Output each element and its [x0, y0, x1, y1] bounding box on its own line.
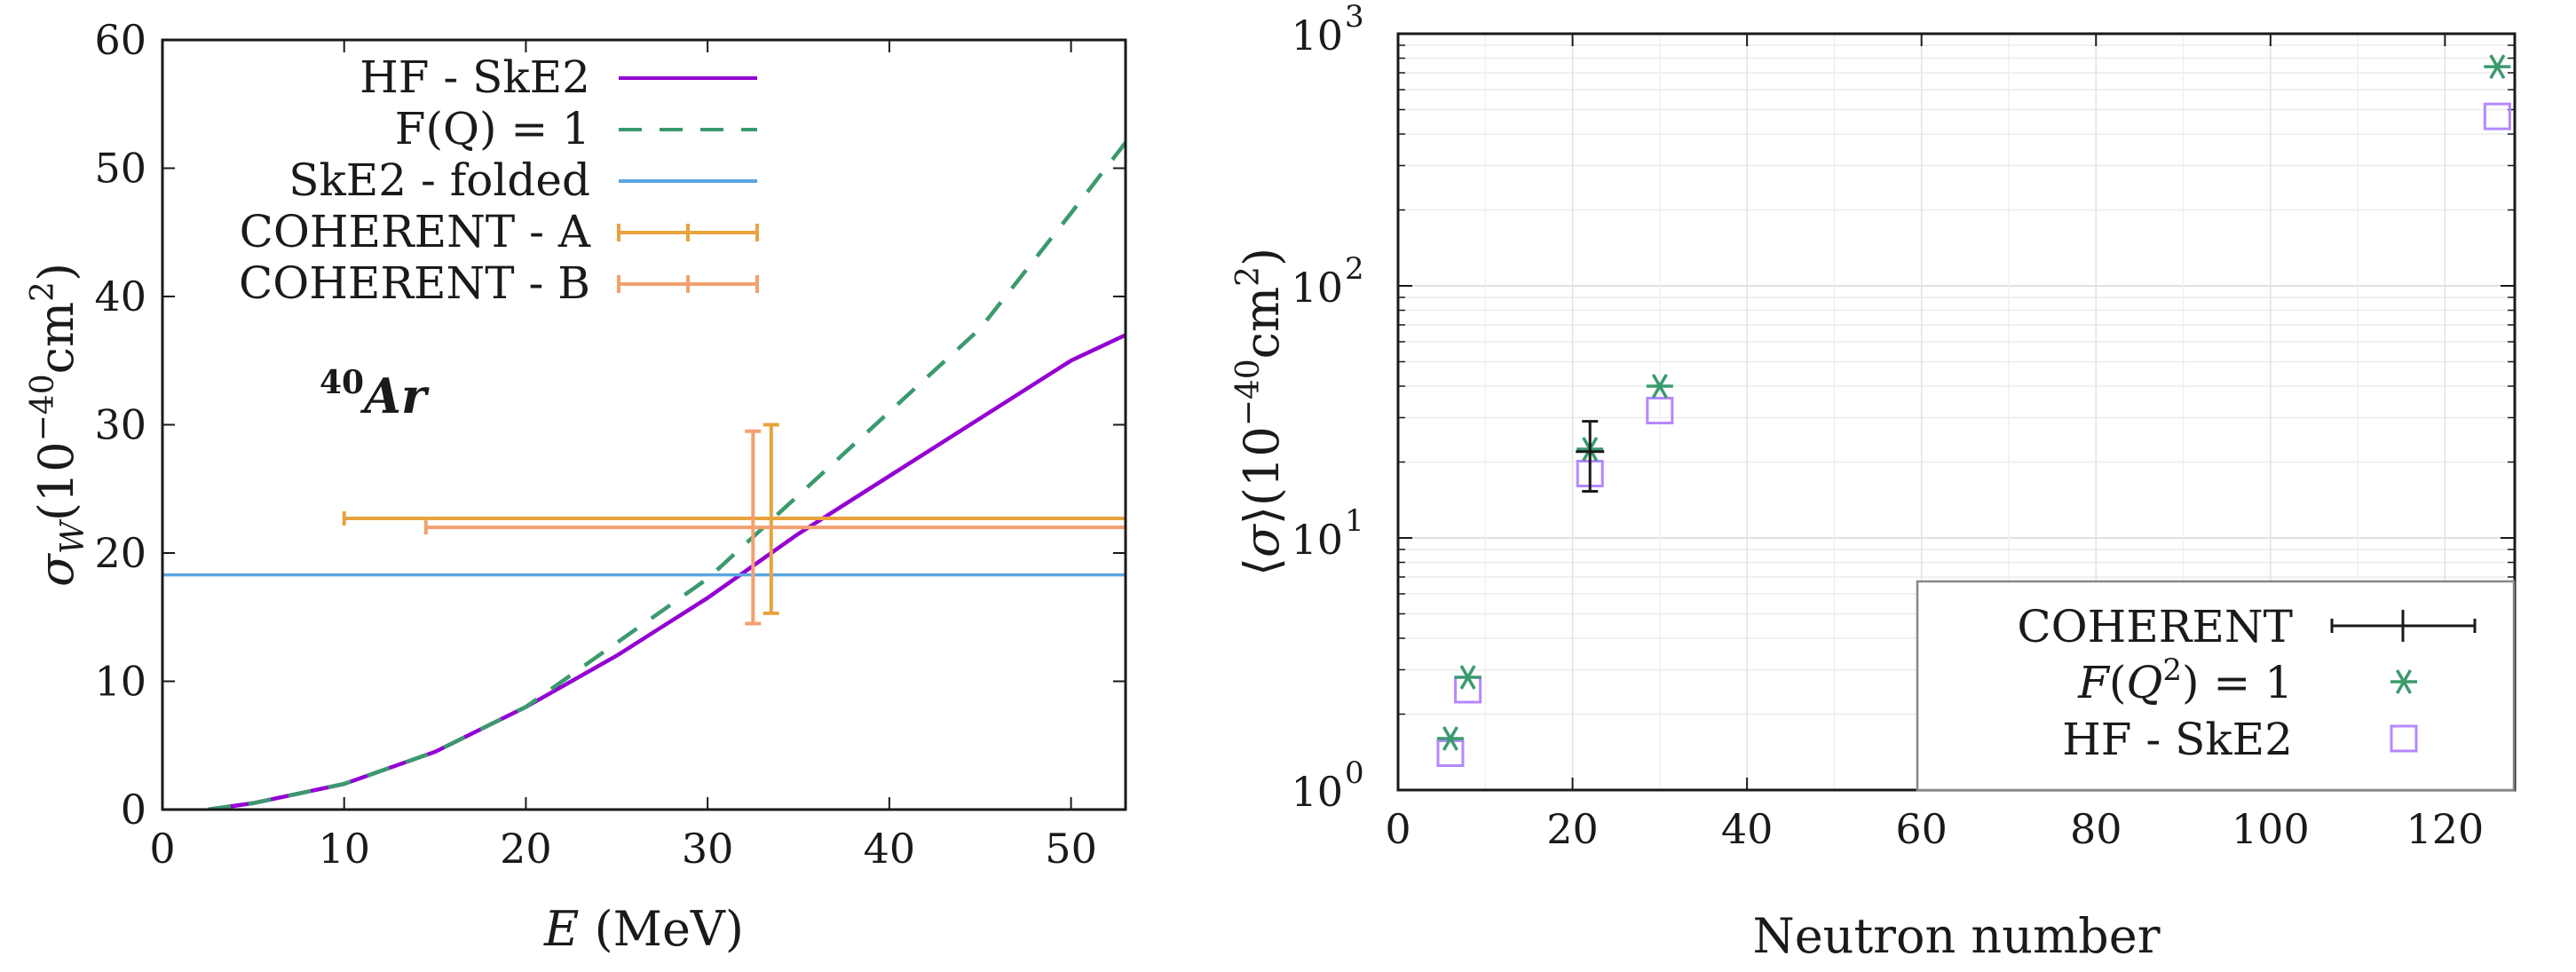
x-axis-unit: (MeV) [579, 901, 744, 957]
y-axis-title-part: (10 [28, 441, 84, 521]
legend-label-part: ( [2109, 657, 2127, 708]
asterisk-stroke [2489, 54, 2506, 80]
y-tick-label: 50 [94, 145, 146, 193]
legend-label: COHERENT [2017, 601, 2293, 652]
y-axis-title-part: ) [1234, 248, 1290, 266]
hf-point-4 [2483, 102, 2511, 130]
x-tick-label: 120 [2406, 805, 2484, 853]
y-tick-label: 60 [94, 16, 146, 64]
y-axis-title-part: 2 [1230, 266, 1267, 287]
y-tick-label: 10 [94, 658, 146, 706]
y-tick-label: 10 [1291, 516, 1343, 564]
x-tick-label: 10 [318, 825, 370, 873]
asterisk-stroke [1459, 665, 1476, 690]
y-tick-label: 40 [94, 273, 146, 320]
legend-label: SkE2 - folded [288, 154, 590, 206]
y-axis-title-part: σ [1234, 523, 1290, 557]
y-tick-label: 10 [1291, 12, 1343, 59]
x-tick-label: 100 [2232, 805, 2310, 853]
x-tick-label: 50 [1045, 825, 1097, 873]
x-axis-title: Neutron number [1752, 908, 2160, 964]
legend-label: F(Q) = 1 [395, 103, 590, 154]
legend-label: HF - SkE2 [2062, 714, 2293, 765]
x-tick-label: 0 [149, 825, 175, 873]
y-axis-title-part: ) [28, 263, 84, 281]
y-tick-exponent: 2 [1345, 251, 1364, 287]
legend-swatch [2390, 669, 2417, 694]
y-tick-label: 20 [94, 529, 146, 577]
x-axis-title: E (MeV) [543, 901, 744, 957]
x-tick-label: 80 [2070, 805, 2122, 853]
hf-point-1 [1454, 676, 1482, 704]
y-axis-title-part: ⟨ [1234, 557, 1290, 576]
legend-label: COHERENT - B [239, 257, 590, 309]
legend-label: F(Q2) = 1 [2077, 652, 2293, 708]
y-axis-title-part: W [55, 518, 91, 554]
asterisk-stroke [1442, 726, 1458, 751]
y-axis-title-part: ⟩(10 [1234, 426, 1290, 525]
y-tick-exponent: 3 [1345, 0, 1364, 35]
y-tick-label: 10 [1291, 264, 1343, 312]
y-axis-title: ⟨σ⟩(10−40cm2) [1230, 248, 1290, 576]
hf-point-0 [1436, 739, 1465, 767]
fq-point-4 [2484, 54, 2511, 80]
plot-frame [161, 38, 1127, 811]
series-line-0 [207, 333, 1126, 810]
x-tick-label: 20 [500, 825, 552, 873]
x-tick-label: 0 [1385, 805, 1410, 853]
legend-label: HF - SkE2 [360, 51, 590, 103]
x-tick-label: 40 [1721, 805, 1774, 853]
legend-label-part: Q [2126, 657, 2162, 708]
y-axis-title-part: σ [28, 552, 84, 587]
plot-area [1436, 54, 2511, 767]
y-tick-label: 10 [1291, 768, 1343, 816]
y-axis-title-part: cm [1234, 287, 1290, 359]
asterisk-stroke [2395, 669, 2413, 694]
legend-label-part: ) = 1 [2182, 657, 2293, 708]
asterisk-stroke [1651, 374, 1668, 399]
isotope-mass-number: 40 [320, 364, 364, 401]
y-axis-title-part: 2 [25, 281, 61, 302]
legend-swatch [2390, 724, 2418, 753]
fq-point-0 [1436, 726, 1464, 751]
x-axis-variable: E [543, 901, 579, 957]
fq-point-3 [1646, 374, 1673, 399]
legend-label: COHERENT - A [240, 206, 591, 257]
y-tick-base: 10 [1291, 264, 1343, 312]
y-tick-label: 30 [94, 401, 146, 449]
y-tick-base: 10 [1291, 768, 1343, 816]
plot-area [162, 141, 1126, 810]
y-axis-title-part: −40 [1230, 359, 1267, 426]
isotope-annotation: 40Ar [320, 364, 430, 424]
x-tick-label: 60 [1895, 805, 1948, 853]
y-tick-exponent: 0 [1345, 755, 1364, 791]
y-tick-base: 10 [1291, 12, 1343, 59]
x-tick-label: 40 [864, 825, 916, 873]
y-tick-exponent: 1 [1345, 503, 1364, 539]
y-tick-label: 0 [121, 786, 146, 834]
y-tick-base: 10 [1291, 516, 1343, 564]
legend-label-part: F [2077, 657, 2111, 708]
isotope-symbol: Ar [360, 367, 430, 424]
series-line-1 [207, 141, 1126, 810]
fq-point-1 [1454, 665, 1482, 690]
x-tick-label: 30 [682, 825, 734, 873]
x-tick-label: 20 [1546, 805, 1599, 853]
y-axis-title-part: −40 [25, 374, 61, 441]
y-axis-title: σW(10−40cm2) [25, 263, 91, 587]
legend-box [1916, 580, 2516, 792]
y-axis-title-part: cm [28, 302, 84, 374]
legend-label-part: 2 [2162, 652, 2182, 688]
hf-point-3 [1646, 397, 1674, 425]
